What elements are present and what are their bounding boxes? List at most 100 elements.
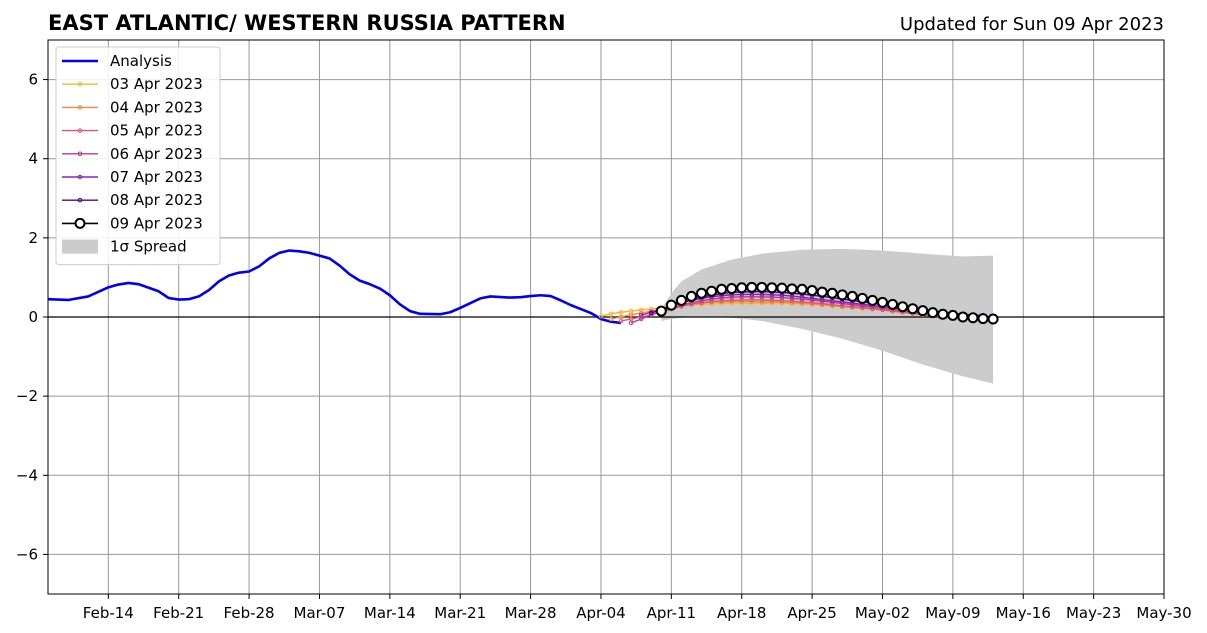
spread-band (661, 248, 994, 384)
x-tick-label: Mar-07 (294, 604, 346, 622)
legend-label: 05 Apr 2023 (110, 122, 203, 140)
legend-marker (77, 81, 83, 87)
x-tick-label: Apr-25 (787, 604, 837, 622)
forecast-marker (789, 298, 795, 304)
legend-box (55, 46, 221, 266)
legend-item: Analysis (62, 52, 172, 70)
forecast-line (630, 296, 963, 324)
legend-item: 1σ Spread (62, 238, 187, 256)
analysis-line (47, 249, 622, 325)
x-tick-label: May-23 (1066, 604, 1121, 622)
forecast-marker (675, 294, 687, 306)
forecast-marker (806, 284, 818, 296)
y-tick-label: −4 (16, 466, 38, 484)
y-tick-label: 0 (28, 308, 38, 326)
x-tick-label: Apr-11 (647, 604, 697, 622)
legend-marker (77, 128, 83, 133)
legend-label: 03 Apr 2023 (110, 75, 203, 93)
x-axis: Feb-14 Feb-21 Feb-28 Mar-07 Mar-14 Mar-21 Mar-… (83, 594, 1192, 622)
legend: Analysis 03 Apr 2023 04 Apr 2023 05 Apr 202… (55, 46, 221, 266)
forecast-series (655, 281, 999, 325)
forecast-marker (726, 283, 738, 295)
x-tick-label: Feb-14 (83, 604, 134, 622)
forecast-marker (638, 312, 644, 318)
forecast-marker (786, 283, 798, 295)
forecast-marker (716, 283, 728, 295)
forecast-marker (618, 318, 624, 324)
y-tick-label: −6 (16, 545, 38, 563)
y-tick-label: 6 (28, 71, 38, 89)
x-tick-label: May-09 (925, 604, 980, 622)
legend-marker (77, 105, 83, 110)
forecast-marker (746, 281, 758, 293)
legend-swatch (62, 239, 98, 254)
analysis-layer (47, 249, 622, 325)
forecast-marker (796, 283, 808, 295)
x-tick-label: May-30 (1136, 604, 1191, 622)
legend-marker (77, 151, 83, 157)
legend-item: 09 Apr 2023 (62, 214, 203, 232)
x-tick-label: May-16 (996, 604, 1051, 622)
forecast-marker (866, 294, 878, 306)
forecast-marker (598, 313, 604, 319)
x-tick-label: Mar-21 (434, 604, 486, 622)
forecast-marker (927, 307, 939, 319)
forecast-marker (876, 296, 888, 308)
forecast-marker (776, 282, 788, 294)
forecast-marker (826, 287, 838, 299)
legend-label: 09 Apr 2023 (110, 214, 203, 232)
legend-item: 05 Apr 2023 (62, 122, 203, 140)
forecast-marker (947, 309, 959, 321)
forecast-marker (655, 305, 667, 317)
forecast-marker (628, 312, 634, 317)
x-tick-label: Apr-04 (576, 604, 626, 622)
forecast-marker (967, 312, 979, 324)
x-tick-label: Feb-21 (153, 604, 204, 622)
forecast-marker (957, 311, 969, 323)
forecast-marker (809, 300, 815, 306)
legend-label: Analysis (110, 52, 172, 70)
forecast-marker (618, 309, 624, 315)
forecast-marker (897, 301, 909, 313)
forecast-marker (907, 303, 919, 315)
legend-label: 08 Apr 2023 (110, 191, 203, 209)
forecast-marker (977, 313, 989, 325)
x-tick-label: Mar-28 (505, 604, 557, 622)
forecast-marker (799, 299, 805, 305)
chart-subtitle: Updated for Sun 09 Apr 2023 (900, 14, 1164, 35)
x-tick-label: Mar-14 (364, 604, 416, 622)
forecast-marker (917, 305, 929, 317)
forecast-marker (648, 310, 654, 316)
forecast-marker (937, 308, 949, 320)
forecast-marker (887, 298, 899, 310)
forecast-layer (598, 281, 999, 326)
legend-item: 06 Apr 2023 (62, 145, 203, 163)
x-tick-label: May-02 (855, 604, 910, 622)
y-tick-label: 4 (28, 150, 38, 168)
forecast-marker (696, 287, 708, 299)
forecast-marker (836, 289, 848, 301)
forecast-marker (816, 286, 828, 298)
y-tick-label: −2 (16, 387, 38, 405)
forecast-marker (685, 290, 697, 302)
forecast-marker (756, 281, 768, 293)
legend-label: 06 Apr 2023 (110, 145, 203, 163)
forecast-marker (987, 313, 999, 325)
forecast-marker (648, 312, 654, 318)
legend-label: 04 Apr 2023 (110, 98, 203, 116)
legend-item: 03 Apr 2023 (62, 75, 203, 93)
legend-item: 08 Apr 2023 (62, 191, 203, 209)
forecast-marker (608, 316, 614, 322)
forecast-marker (766, 282, 778, 294)
forecast-marker (706, 285, 718, 297)
x-tick-label: Feb-28 (224, 604, 275, 622)
forecast-marker (719, 298, 724, 304)
y-axis: −6 −4 −2 0 2 4 6 (16, 71, 48, 563)
legend-marker (77, 197, 83, 203)
spread-layer (661, 248, 994, 384)
legend-item: 07 Apr 2023 (62, 168, 203, 186)
forecast-line (620, 299, 953, 322)
forecast-marker (608, 311, 614, 317)
legend-item: 04 Apr 2023 (62, 98, 203, 116)
